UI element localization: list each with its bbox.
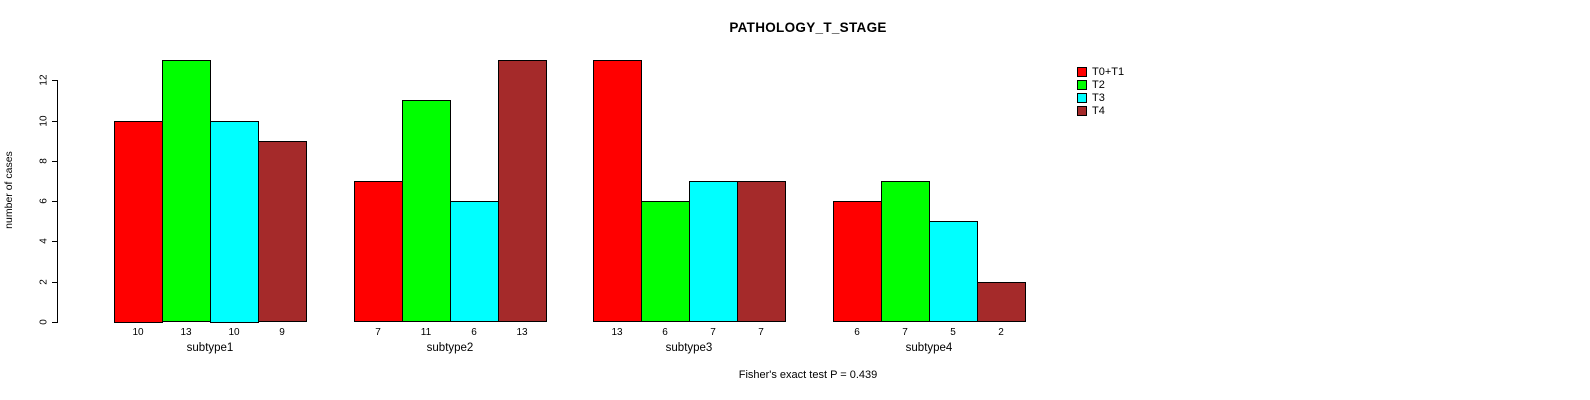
- bar: [737, 181, 786, 322]
- legend-item: T2: [1077, 78, 1124, 91]
- y-tick-label: 8: [38, 158, 50, 164]
- legend-item: T0+T1: [1077, 65, 1124, 78]
- bar-value-label: 7: [375, 327, 381, 338]
- y-tick-label: 10: [38, 115, 50, 127]
- bar: [689, 181, 738, 322]
- y-tick-label: 12: [38, 74, 50, 86]
- legend-label: T2: [1092, 78, 1105, 91]
- y-tick: [52, 241, 57, 242]
- bar-value-label: 9: [279, 327, 285, 338]
- legend-item: T4: [1077, 104, 1124, 117]
- legend-label: T3: [1092, 91, 1105, 104]
- bar-value-label: 7: [902, 327, 908, 338]
- y-tick-label: 2: [38, 279, 50, 285]
- category-label: subtype4: [905, 342, 953, 354]
- y-tick: [52, 322, 57, 323]
- legend-item: T3: [1077, 91, 1124, 104]
- bar-value-label: 6: [854, 327, 860, 338]
- bar-value-label: 6: [662, 327, 668, 338]
- bar: [833, 201, 882, 322]
- bar-value-label: 11: [420, 327, 432, 338]
- y-tick: [52, 282, 57, 283]
- bar-value-label: 7: [758, 327, 764, 338]
- bar-value-label: 10: [228, 327, 240, 338]
- y-tick: [52, 161, 57, 162]
- bar: [881, 181, 930, 322]
- y-axis-label: number of cases: [3, 151, 15, 229]
- category-label: subtype3: [665, 342, 713, 354]
- bar-value-label: 2: [998, 327, 1004, 338]
- bar-value-label: 13: [180, 327, 192, 338]
- y-tick: [52, 80, 57, 81]
- fisher-test-caption: Fisher's exact test P = 0.439: [738, 369, 878, 381]
- bar: [498, 60, 547, 322]
- y-axis-line: [57, 80, 58, 323]
- bar: [210, 121, 259, 323]
- legend-label: T0+T1: [1092, 65, 1125, 78]
- bar: [114, 121, 163, 323]
- y-tick-label: 6: [38, 198, 50, 204]
- bar-value-label: 10: [132, 327, 144, 338]
- y-tick-label: 4: [38, 238, 50, 244]
- bar-value-label: 13: [516, 327, 528, 338]
- bar-value-label: 13: [611, 327, 623, 338]
- bar: [929, 221, 978, 322]
- legend-swatch: [1077, 105, 1087, 116]
- y-tick-label: 0: [38, 319, 50, 325]
- category-label: subtype2: [426, 342, 474, 354]
- bar: [450, 201, 499, 322]
- bar-value-label: 5: [950, 327, 956, 338]
- bar: [258, 141, 307, 322]
- legend-swatch: [1077, 92, 1087, 103]
- bar-value-label: 6: [471, 327, 477, 338]
- legend-swatch: [1077, 79, 1087, 90]
- category-label: subtype1: [186, 342, 234, 354]
- legend: T0+T1 T2 T3 T4: [1077, 65, 1124, 117]
- bar: [593, 60, 642, 322]
- bar: [641, 201, 690, 322]
- y-tick: [52, 201, 57, 202]
- bar: [977, 282, 1026, 322]
- y-tick: [52, 121, 57, 122]
- bar: [402, 100, 451, 322]
- chart-title: PATHOLOGY_T_STAGE: [729, 20, 887, 35]
- bar: [354, 181, 403, 322]
- bar-value-label: 7: [710, 327, 716, 338]
- legend-label: T4: [1092, 104, 1105, 117]
- legend-swatch: [1077, 66, 1087, 77]
- bar: [162, 60, 211, 322]
